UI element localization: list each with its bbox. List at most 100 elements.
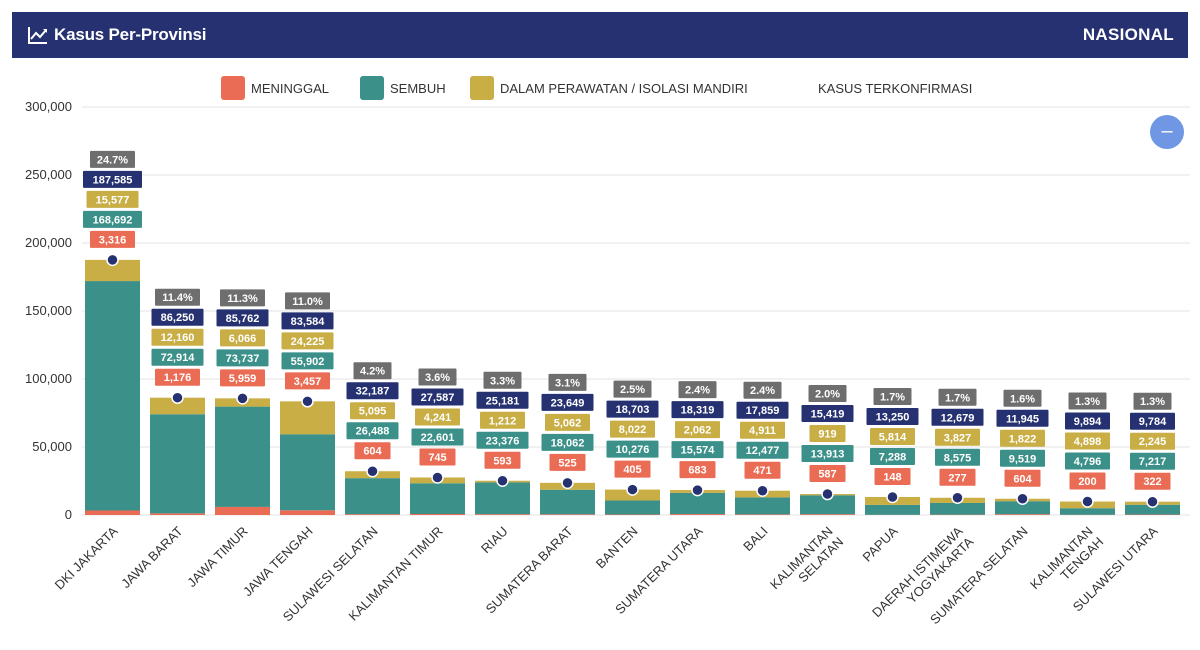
page-title: Kasus Per-Provinsi: [54, 25, 207, 44]
data-label-perawatan: 6,066: [229, 333, 257, 345]
data-label-percent: 1.3%: [1075, 396, 1100, 408]
data-label-terkonfirmasi: 15,419: [811, 409, 845, 421]
data-label-percent-bg: [1133, 392, 1172, 410]
data-label-perawatan: 919: [818, 429, 836, 441]
bar-segment-sembuh: [540, 489, 595, 515]
confirmed-point: [496, 474, 509, 488]
data-label-percent-bg: [1068, 392, 1107, 410]
confirmed-point: [951, 491, 964, 505]
confirmed-point: [301, 395, 314, 408]
data-label-sembuh: 8,575: [944, 452, 972, 464]
data-label-perawatan: 15,577: [96, 194, 130, 206]
data-label-terkonfirmasi-bg: [83, 170, 142, 188]
data-label-meninggal: 405: [623, 464, 641, 476]
data-label-percent-bg: [418, 368, 457, 386]
x-tick-label: JAWA TIMUR: [184, 524, 250, 590]
legend-label-sembuh: SEMBUH: [390, 80, 446, 96]
legend-item-terkonfirmasi[interactable]: KASUS TERKONFIRMASI: [818, 76, 972, 100]
data-label-terkonfirmasi-bg: [346, 382, 399, 400]
data-label-sembuh-bg: [801, 445, 854, 463]
data-label-sembuh: 73,737: [226, 353, 260, 365]
data-label-sembuh: 7,288: [879, 451, 907, 463]
bar-segment-sembuh: [735, 497, 790, 515]
data-label-sembuh: 23,376: [486, 435, 520, 447]
scope-label[interactable]: NASIONAL: [1082, 25, 1174, 44]
data-label-terkonfirmasi-bg: [281, 312, 334, 330]
data-label-percent: 3.1%: [555, 377, 580, 389]
data-label-terkonfirmasi: 32,187: [356, 386, 390, 398]
bar-segment-perawatan: [150, 397, 205, 415]
legend-label-perawatan: DALAM PERAWATAN / ISOLASI MANDIRI: [500, 80, 748, 96]
data-label-sembuh-bg: [346, 422, 399, 440]
data-label-perawatan-bg: [610, 420, 655, 438]
confirmed-point: [561, 476, 574, 490]
data-label-meninggal-bg: [679, 461, 716, 479]
data-label-terkonfirmasi: 83,584: [291, 316, 326, 328]
data-label-perawatan-bg: [220, 329, 265, 347]
data-label-sembuh-bg: [281, 352, 334, 370]
data-label-meninggal: 1,176: [164, 372, 192, 384]
bar-segment-sembuh: [215, 406, 270, 507]
data-label-terkonfirmasi: 17,859: [746, 405, 780, 417]
bar-segment-sembuh: [1125, 504, 1180, 515]
bar-segment-meninggal: [735, 514, 790, 515]
data-label-sembuh: 13,913: [811, 449, 845, 461]
data-label-percent: 1.7%: [880, 391, 905, 403]
bar-segment-meninggal: [85, 510, 140, 515]
data-label-sembuh: 12,477: [746, 445, 780, 457]
data-label-perawatan: 5,814: [879, 431, 907, 443]
confirmed-point: [1146, 495, 1159, 508]
data-label-perawatan-bg: [870, 427, 915, 445]
data-label-percent-bg: [613, 380, 652, 398]
confirmed-point: [691, 483, 704, 497]
data-label-meninggal-bg: [1134, 472, 1171, 490]
bar-segment-meninggal: [150, 513, 205, 515]
legend-item-perawatan[interactable]: DALAM PERAWATAN / ISOLASI MANDIRI: [470, 76, 748, 100]
data-label-percent: 3.3%: [490, 375, 515, 387]
bar-segment-meninggal: [605, 514, 660, 515]
data-label-terkonfirmasi: 9,894: [1074, 416, 1102, 428]
data-label-terkonfirmasi-bg: [411, 388, 464, 406]
legend-item-sembuh[interactable]: SEMBUH: [360, 76, 446, 100]
data-label-percent-bg: [353, 362, 392, 380]
data-label-sembuh: 4,796: [1074, 456, 1102, 468]
bar-segment-sembuh: [605, 500, 660, 515]
bar-segment-sembuh: [150, 414, 205, 514]
data-label-perawatan-bg: [415, 408, 460, 426]
data-label-sembuh-bg: [541, 433, 594, 451]
x-tick-label: JAWA BARAT: [118, 523, 186, 591]
data-label-percent: 2.5%: [620, 384, 645, 396]
data-label-perawatan: 2,062: [684, 425, 712, 437]
data-label-percent: 1.3%: [1140, 396, 1165, 408]
data-label-sembuh-bg: [411, 428, 464, 446]
data-label-meninggal: 683: [688, 465, 706, 477]
legend-label-terkonfirmasi: KASUS TERKONFIRMASI: [818, 80, 973, 96]
bar-segment-meninggal: [410, 513, 465, 515]
bar-segment-meninggal: [800, 514, 855, 515]
y-tick-label: 200,000: [25, 235, 72, 250]
data-label-sembuh-bg: [83, 210, 142, 228]
data-label-terkonfirmasi: 23,649: [551, 397, 585, 409]
data-label-meninggal: 587: [818, 469, 836, 481]
bar-segment-meninggal: [345, 514, 400, 515]
data-label-percent: 3.6%: [425, 372, 450, 384]
chart-legend: MENINGGAL SEMBUH DALAM PERAWATAN / ISOLA…: [0, 76, 1200, 100]
data-label-terkonfirmasi-bg: [216, 309, 269, 327]
x-tick-label: BALI: [740, 524, 771, 555]
data-label-percent: 2.4%: [750, 385, 775, 397]
data-label-meninggal: 200: [1078, 476, 1096, 488]
data-label-meninggal-bg: [155, 368, 200, 386]
data-label-sembuh-bg: [216, 349, 269, 367]
confirmed-point: [431, 471, 444, 484]
data-label-perawatan-bg: [1065, 432, 1110, 450]
data-label-perawatan-bg: [480, 411, 525, 429]
data-label-terkonfirmasi-bg: [996, 409, 1049, 427]
zoom-out-button[interactable]: –: [1150, 115, 1184, 149]
legend-item-meninggal[interactable]: MENINGGAL: [221, 76, 329, 100]
data-label-perawatan: 8,022: [619, 424, 647, 436]
chart-header: Kasus Per-Provinsi NASIONAL: [12, 12, 1188, 58]
data-label-perawatan: 3,827: [944, 432, 972, 444]
data-label-perawatan-bg: [935, 428, 980, 446]
data-label-percent-bg: [285, 292, 330, 310]
